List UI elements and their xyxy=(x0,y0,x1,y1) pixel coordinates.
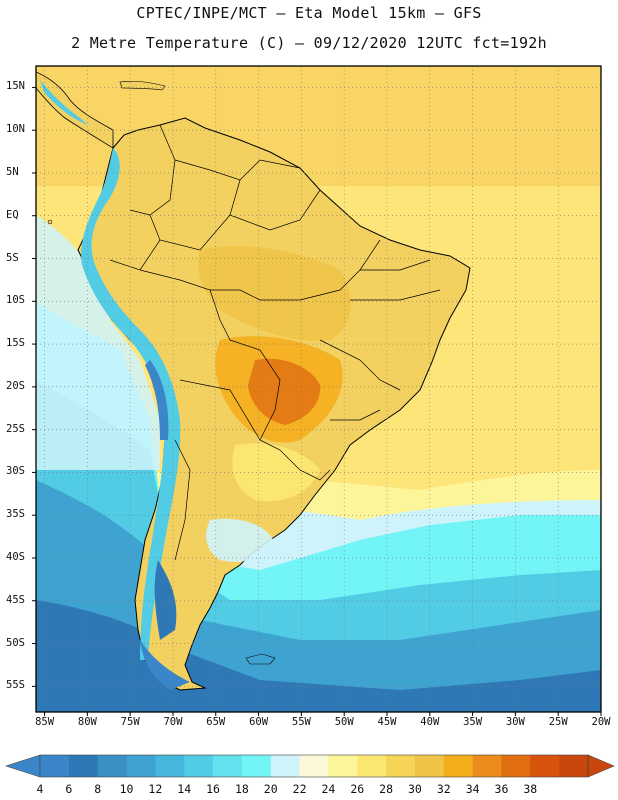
colorbar-label: 28 xyxy=(379,782,394,796)
island-hispaniola xyxy=(119,80,166,91)
colorbar-swatch xyxy=(299,755,329,777)
colorbar-swatch xyxy=(97,755,128,777)
colorbar-high-arrow xyxy=(587,754,615,778)
colorbar-label: 14 xyxy=(177,782,192,796)
lat-label: 5N xyxy=(6,165,19,178)
lon-label: 50W xyxy=(334,716,354,728)
colorbar-swatch xyxy=(184,755,214,777)
map-title-source: CPTEC/INPE/MCT – Eta Model 15km – GFS xyxy=(136,4,482,22)
colorbar-swatch xyxy=(472,755,502,777)
colorbar-swatch xyxy=(501,755,531,777)
lon-label: 80W xyxy=(77,716,97,728)
colorbar-swatch xyxy=(328,755,358,777)
colorbar-label: 4 xyxy=(36,782,44,796)
lon-label: 70W xyxy=(163,716,183,728)
colorbar-label: 36 xyxy=(494,782,509,796)
lon-label: 30W xyxy=(505,716,525,728)
lat-label: 15N xyxy=(6,80,25,93)
colorbar-swatch xyxy=(443,755,474,777)
map-title-variable: 2 Metre Temperature (C) – 09/12/2020 12U… xyxy=(71,34,547,52)
axis-ticks xyxy=(32,86,602,716)
lat-label: 20S xyxy=(6,379,25,392)
colorbar-label: 10 xyxy=(119,782,134,796)
colorbar-swatch xyxy=(155,755,185,777)
colorbar-swatch xyxy=(386,755,416,777)
lat-label: 50S xyxy=(6,636,25,649)
island-falklands xyxy=(245,653,276,665)
lat-label: 55S xyxy=(6,679,25,692)
field-andes-cold xyxy=(81,148,181,660)
colorbar-label: 12 xyxy=(148,782,163,796)
lon-label: 85W xyxy=(35,716,55,728)
colorbar-swatch xyxy=(241,755,272,777)
lon-label: 75W xyxy=(120,716,140,728)
field-hotspot xyxy=(248,358,321,425)
lat-label: 25S xyxy=(6,422,25,435)
colorbar-swatch xyxy=(530,755,560,777)
lon-label: 25W xyxy=(548,716,568,728)
colorbar-label: 20 xyxy=(263,782,278,796)
colorbar-label: 24 xyxy=(321,782,336,796)
colorbar-swatch xyxy=(40,755,70,777)
colorbar-swatch xyxy=(126,755,156,777)
field-pacific-cool xyxy=(36,215,160,470)
lon-label: 35W xyxy=(463,716,483,728)
colorbar-swatch xyxy=(213,755,243,777)
lon-label: 55W xyxy=(291,716,311,728)
country-borders xyxy=(109,124,441,561)
lat-label: 15S xyxy=(6,337,25,350)
colorbar-label: 30 xyxy=(408,782,422,796)
field-tierra-del-fuego xyxy=(140,640,190,690)
colorbar-swatch xyxy=(270,755,301,777)
colorbar-label: 26 xyxy=(350,782,365,796)
island-galapagos xyxy=(47,219,53,225)
lon-label: 65W xyxy=(206,716,226,728)
lat-label: 30S xyxy=(6,465,25,478)
temperature-field xyxy=(36,66,601,712)
lon-label: 20W xyxy=(591,716,611,728)
colorbar xyxy=(5,754,615,778)
lat-label: EQ xyxy=(6,208,19,221)
colorbar-label: 22 xyxy=(292,782,307,796)
lat-label: 35S xyxy=(6,508,25,521)
lat-label: 5S xyxy=(6,251,19,264)
colorbar-swatch xyxy=(414,755,445,777)
lon-label: 45W xyxy=(377,716,397,728)
colorbar-label: 38 xyxy=(523,782,538,796)
lat-label: 10S xyxy=(6,294,25,307)
colorbar-swatch xyxy=(559,755,589,777)
colorbar-label: 16 xyxy=(206,782,220,796)
colorbar-label: 34 xyxy=(465,782,480,796)
colorbar-label: 18 xyxy=(234,782,249,796)
colorbar-swatch xyxy=(68,755,99,777)
colorbar-label: 6 xyxy=(65,782,73,796)
field-patagonia-cold xyxy=(154,560,177,640)
colorbar-label: 8 xyxy=(94,782,102,796)
lat-label: 40S xyxy=(6,550,25,563)
field-andes-peak-cold xyxy=(145,360,169,440)
lat-label: 45S xyxy=(6,593,25,606)
colorbar-swatch xyxy=(357,755,387,777)
field-amazon-warm xyxy=(198,246,351,341)
lat-label: 10N xyxy=(6,123,25,136)
colorbar-low-arrow xyxy=(5,754,41,778)
colorbar-outline xyxy=(39,754,589,778)
map-frame xyxy=(35,65,602,713)
central-america xyxy=(36,71,114,149)
colorbar-label: 32 xyxy=(436,782,451,796)
field-pampas-cool xyxy=(206,518,275,562)
lon-label: 40W xyxy=(420,716,440,728)
lon-label: 60W xyxy=(249,716,269,728)
